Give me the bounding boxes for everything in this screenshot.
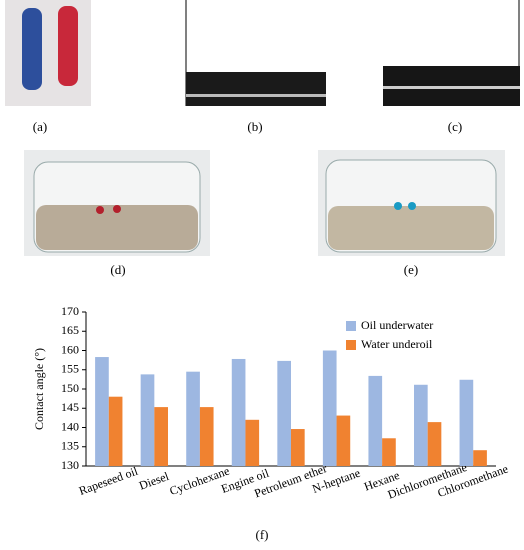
y-tick-label: 130 <box>61 458 79 472</box>
y-axis-label: Contact angle (°) <box>32 348 46 430</box>
y-tick-label: 165 <box>61 323 79 337</box>
legend-swatch <box>346 321 356 331</box>
bar <box>322 350 337 466</box>
y-tick-label: 140 <box>61 419 79 433</box>
photo-a <box>5 0 91 106</box>
bar <box>154 407 168 466</box>
photo-c <box>383 0 520 106</box>
bar <box>414 384 428 466</box>
x-tick-label: Rapeseed oil <box>77 463 140 497</box>
y-tick-label: 150 <box>61 381 79 395</box>
bar <box>199 407 214 466</box>
photo-e <box>318 150 505 256</box>
panel-label: (e) <box>404 262 418 277</box>
y-tick-label: 155 <box>61 362 79 376</box>
legend-label: Water underoil <box>361 337 433 351</box>
y-tick-label: 135 <box>61 439 79 453</box>
panel-label: (f) <box>256 527 269 542</box>
bar <box>473 450 487 466</box>
bar <box>382 438 396 466</box>
y-tick-label: 145 <box>61 400 79 414</box>
bar <box>368 375 383 466</box>
panel-label: (d) <box>110 262 125 277</box>
photo-d <box>24 150 210 256</box>
bar <box>245 419 260 466</box>
bar <box>108 396 123 466</box>
legend-swatch <box>346 340 356 350</box>
bar <box>186 371 200 466</box>
photo-b <box>185 0 326 106</box>
bar <box>427 422 442 466</box>
bar <box>291 429 305 466</box>
x-tick-label: Diesel <box>137 469 171 493</box>
legend-label: Oil underwater <box>361 318 433 332</box>
bar <box>231 358 246 466</box>
bar <box>140 374 155 466</box>
y-tick-label: 160 <box>61 342 79 356</box>
panel-label: (a) <box>33 119 47 134</box>
bar <box>277 360 291 466</box>
panel-label: (b) <box>247 119 262 134</box>
bar <box>459 379 474 466</box>
panel-label: (c) <box>448 119 462 134</box>
y-tick-label: 170 <box>61 304 79 318</box>
bar <box>95 357 109 466</box>
bar <box>336 415 351 466</box>
